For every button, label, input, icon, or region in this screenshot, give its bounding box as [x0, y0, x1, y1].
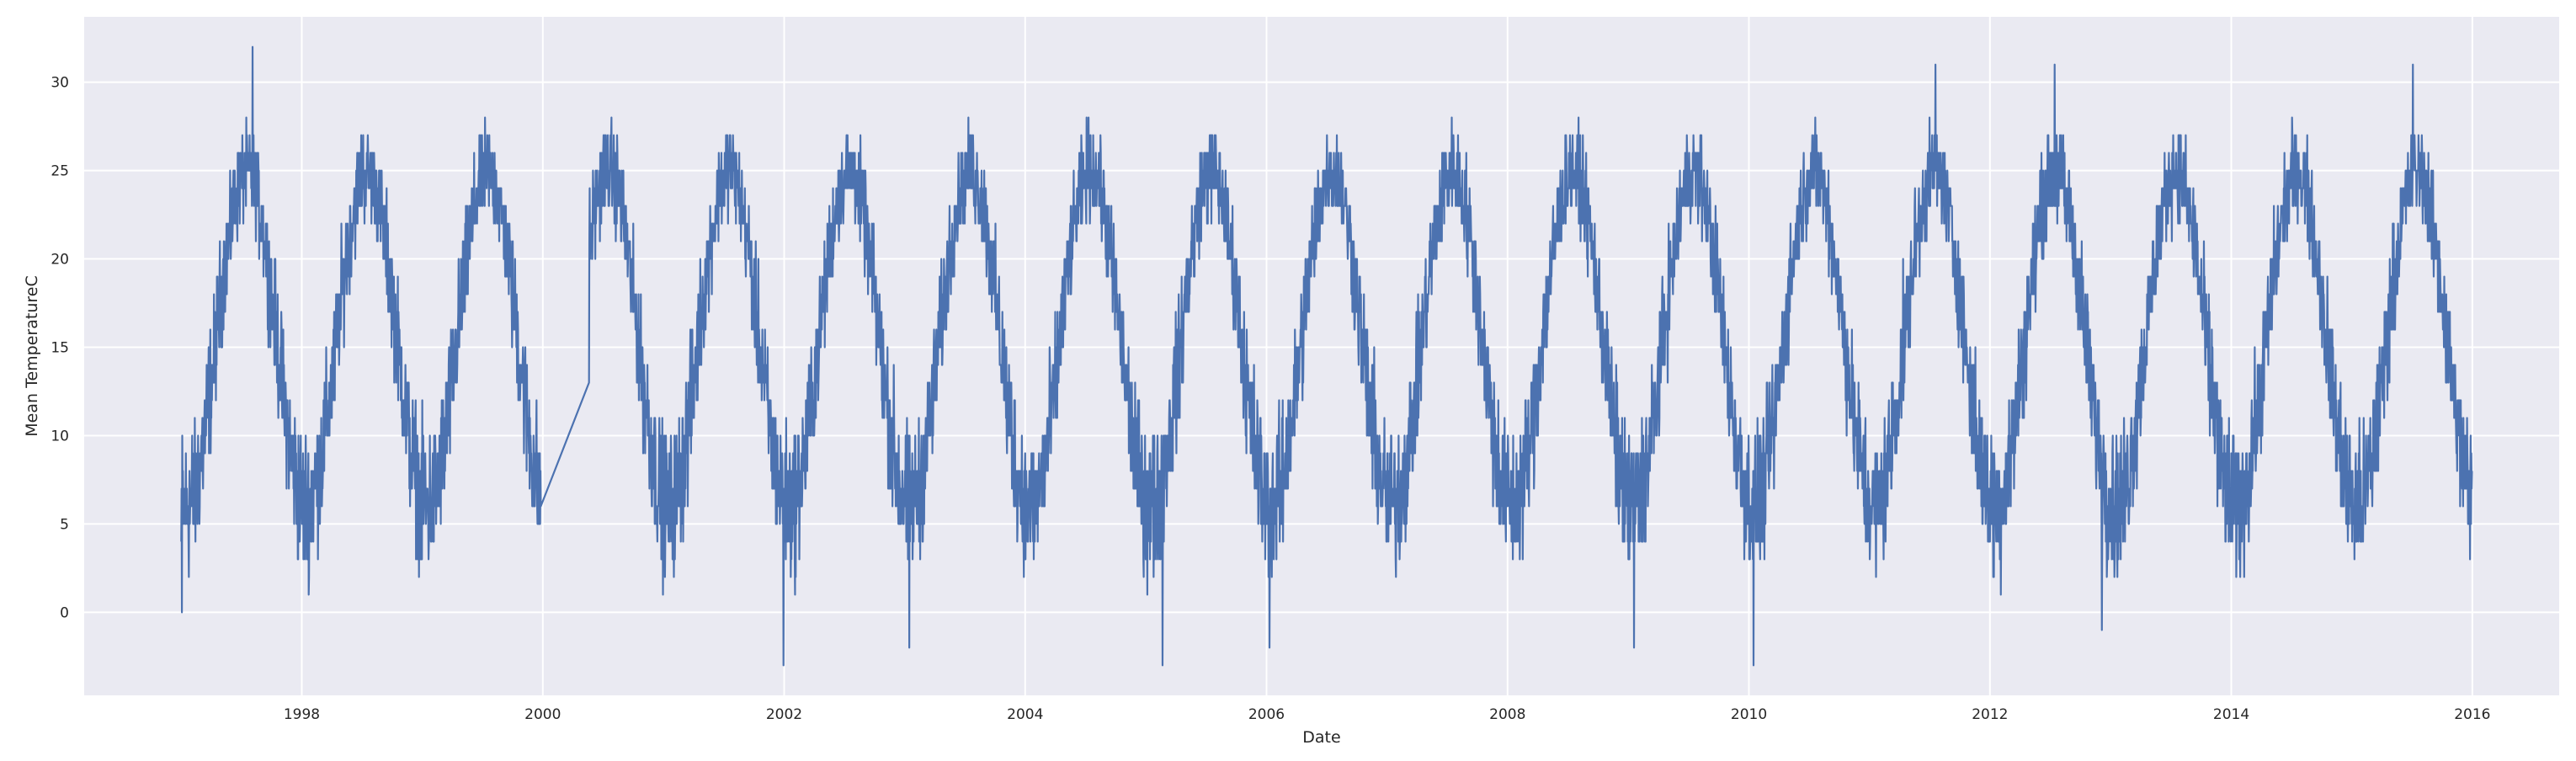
x-axis-label: Date — [1302, 728, 1340, 747]
y-axis-label: Mean TemperatureC — [23, 275, 41, 436]
y-tick-label: 10 — [51, 428, 69, 444]
x-tick-label: 2004 — [1007, 706, 1043, 723]
x-tick-labels: 1998 2000 2002 2004 2006 2008 2010 2012 2014 2016 — [284, 706, 2491, 723]
x-tick-label: 2000 — [524, 706, 561, 723]
x-tick-label: 2010 — [1731, 706, 1767, 723]
y-tick-label: 30 — [51, 75, 69, 92]
x-tick-label: 2012 — [1972, 706, 2008, 723]
x-tick-label: 2006 — [1248, 706, 1285, 723]
y-tick-label: 15 — [51, 340, 69, 357]
series-line — [180, 45, 2473, 667]
y-tick-label: 5 — [60, 516, 69, 533]
y-tick-label: 20 — [51, 252, 69, 269]
series-layer — [180, 45, 2473, 667]
x-tick-label: 2008 — [1489, 706, 1525, 723]
x-tick-label: 2016 — [2454, 706, 2490, 723]
x-tick-label: 2014 — [2213, 706, 2249, 723]
x-tick-label: 2002 — [766, 706, 802, 723]
y-tick-label: 25 — [51, 163, 69, 180]
y-tick-labels: 0 5 10 15 20 25 30 — [51, 75, 69, 622]
y-tick-label: 0 — [60, 604, 69, 621]
x-tick-label: 1998 — [284, 706, 320, 723]
grid-lines — [84, 17, 2559, 695]
